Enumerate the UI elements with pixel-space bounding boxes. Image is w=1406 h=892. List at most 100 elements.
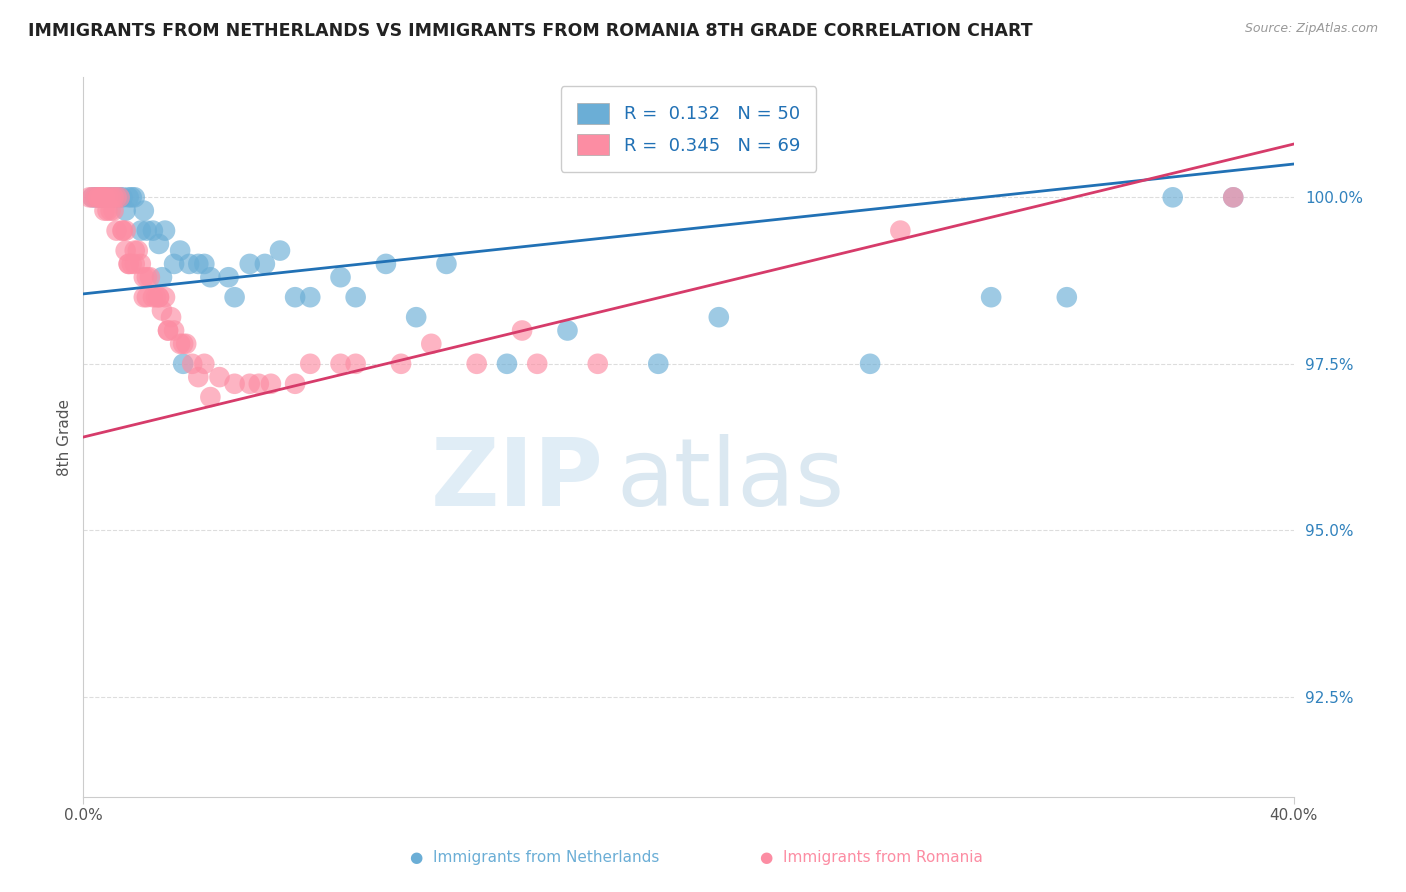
Point [105,224,128,238]
Point [90,190,112,204]
Point [118,257,141,271]
Point [157,324,180,338]
Point [82,190,104,204]
Point [82,190,104,204]
Point [420,336,443,351]
Point [465,357,488,371]
Point [200,270,222,285]
Point [135,224,157,238]
Point [142,224,165,238]
Point [163,324,186,338]
Point [260,376,283,391]
Point [84,190,107,204]
Text: atlas: atlas [616,434,844,526]
Point [148,290,170,304]
Point [169,244,191,258]
Point [127,244,149,258]
Point [148,290,170,304]
Point [179,257,201,271]
Point [132,290,155,304]
Point [96,190,118,204]
Point [181,357,204,371]
Point [118,257,141,271]
Point [129,224,152,238]
Point [87,190,110,204]
Point [284,376,307,391]
Point [1222,190,1244,204]
Point [329,270,352,285]
Point [100,190,122,204]
Point [103,203,125,218]
Point [93,190,115,204]
Point [239,376,262,391]
Point [96,190,118,204]
Point [284,290,307,304]
Point [150,303,173,318]
Point [135,270,157,285]
Point [153,290,176,304]
Point [647,357,669,371]
Point [121,257,143,271]
Point [100,203,122,218]
Point [224,290,246,304]
Point [90,190,112,204]
Point [208,370,231,384]
Point [218,270,240,285]
Point [79,190,101,204]
Point [103,190,125,204]
Point [707,310,730,325]
Point [329,357,352,371]
Point [557,324,579,338]
Point [174,336,197,351]
Point [93,190,115,204]
Point [84,190,107,204]
Point [239,257,262,271]
Point [980,290,1002,304]
Point [132,270,155,285]
Point [111,224,134,238]
Point [90,190,112,204]
Point [114,244,136,258]
Point [111,224,134,238]
Point [299,290,322,304]
Point [118,190,141,204]
Point [1161,190,1184,204]
Point [124,190,146,204]
Point [111,190,134,204]
Point [344,357,367,371]
Point [87,190,110,204]
Point [160,310,183,325]
Point [132,203,155,218]
Text: ZIP: ZIP [430,434,603,526]
Point [135,290,157,304]
Point [129,257,152,271]
Point [163,257,186,271]
Point [187,370,209,384]
Point [526,357,548,371]
Point [114,224,136,238]
Point [200,390,222,404]
Point [374,257,396,271]
Point [114,203,136,218]
Point [344,290,367,304]
Point [187,257,209,271]
Point [108,190,131,204]
Legend: R =  0.132   N = 50, R =  0.345   N = 69: R = 0.132 N = 50, R = 0.345 N = 69 [561,87,817,171]
Point [253,257,276,271]
Point [124,257,146,271]
Y-axis label: 8th Grade: 8th Grade [58,399,72,475]
Point [93,203,115,218]
Point [139,270,162,285]
Point [105,190,128,204]
Point [100,190,122,204]
Point [889,224,911,238]
Point [103,190,125,204]
Point [269,244,291,258]
Point [299,357,322,371]
Text: ●  Immigrants from Romania: ● Immigrants from Romania [761,850,983,865]
Point [87,190,110,204]
Point [1056,290,1078,304]
Point [105,190,128,204]
Point [169,336,191,351]
Point [124,244,146,258]
